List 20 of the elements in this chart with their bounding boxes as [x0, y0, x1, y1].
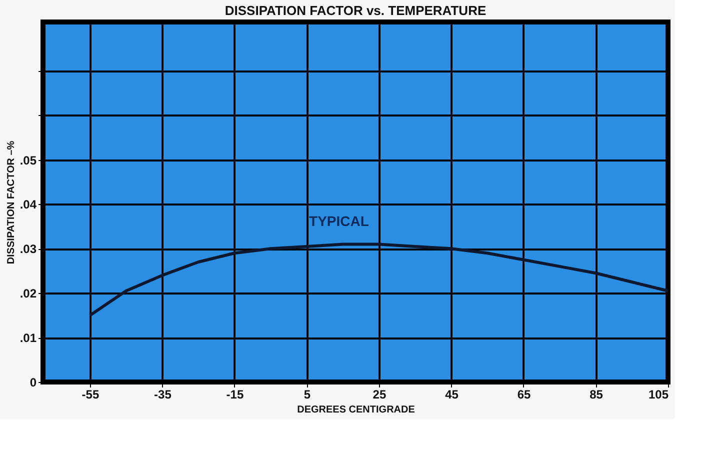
y-tick-label: .03 — [20, 242, 37, 256]
annotation: TYPICAL — [309, 213, 370, 230]
line-series — [88, 242, 670, 317]
y-tick-label: .05 — [20, 153, 37, 168]
x-axis-title: DEGREES CENTIGRADE — [297, 404, 416, 416]
x-tick-label: 85 — [590, 388, 604, 402]
y-tick-label: 0 — [30, 376, 37, 390]
x-tick-label: -15 — [226, 388, 244, 402]
y-axis-title: DISSIPATION FACTOR –% — [6, 140, 17, 264]
x-tick-label: 45 — [445, 388, 459, 402]
x-tick-label: 5 — [304, 388, 311, 402]
x-tick-label: -55 — [82, 388, 100, 402]
chart-title: DISSIPATION FACTOR vs. TEMPERATURE — [224, 3, 486, 18]
x-tick-label: 105 — [648, 388, 669, 402]
x-tick-label: -35 — [154, 388, 172, 402]
x-tick-label: 25 — [372, 388, 386, 402]
y-tick-label: .04 — [20, 198, 37, 212]
y-tick-label: .02 — [20, 286, 37, 301]
y-tick-label: .01 — [20, 331, 37, 346]
x-tick-label: 65 — [517, 388, 531, 402]
